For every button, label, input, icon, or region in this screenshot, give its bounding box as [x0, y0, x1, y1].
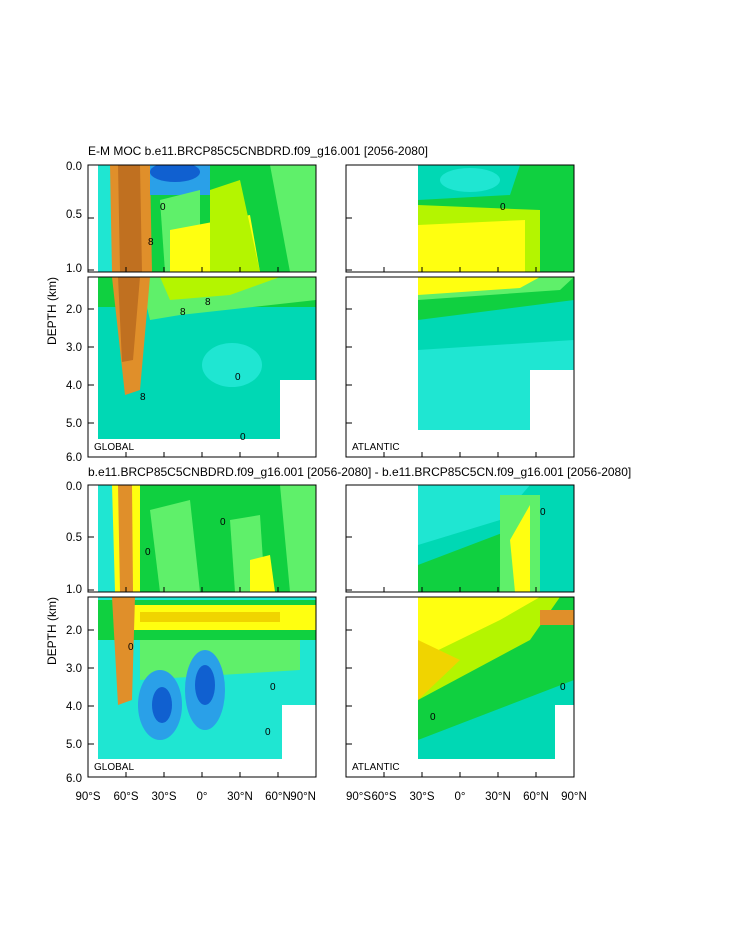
contour-label-2-0: 0: [145, 547, 151, 558]
ytick-2-1: 0.5: [66, 532, 82, 544]
xtick-label: 30°S: [409, 791, 434, 803]
ytick-2-7: 6.0: [66, 773, 82, 785]
ytick-2-2: 1.0: [66, 584, 82, 596]
ytick-1-4: 3.0: [66, 342, 82, 354]
xtick-label: 60°N: [523, 791, 549, 803]
xtick-label: 60°S: [113, 791, 138, 803]
contour-label-1-6: 0: [235, 372, 241, 383]
ytick-2-5: 4.0: [66, 701, 82, 713]
global-lower-panel-2: [98, 597, 316, 777]
ytick-2-0: 0.0: [66, 481, 82, 493]
tick-marks: [87, 164, 575, 778]
ytick-1-1: 0.5: [66, 209, 82, 221]
ytick-1-5: 4.0: [66, 380, 82, 392]
global-upper-panel-1: [98, 165, 316, 272]
panel-label-global-2: GLOBAL: [94, 762, 134, 773]
contour-label-2-6: 0: [540, 507, 546, 518]
ytick-1-0: 0.0: [66, 161, 82, 173]
panel-label-global-1: GLOBAL: [94, 442, 134, 453]
global-upper-panel-2: [98, 485, 316, 592]
global-lower-panel-1: [98, 277, 316, 457]
contour-label-2-4: 0: [265, 727, 271, 738]
xtick-label: 30°N: [485, 791, 511, 803]
xtick-labels: 90°S 60°S 30°S 0° 30°N 60°N 90°N 60°S 30°S 0° 30°N…: [75, 791, 586, 803]
contour-label-2-7: 0: [560, 682, 566, 693]
contour-label-1-7: 0: [500, 202, 506, 213]
xtick-label: 60°N: [265, 791, 291, 803]
contour-label-1-0: 0: [160, 202, 166, 213]
ytick-1-3: 2.0: [66, 304, 82, 316]
chart-title-1: E-M MOC b.e11.BRCP85C5CNBDRD.f09_g16.001…: [88, 144, 428, 158]
contour-label-2-1: 0: [220, 517, 226, 528]
ytick-1-2: 1.0: [66, 263, 82, 275]
xtick-label: 60°S: [371, 791, 396, 803]
ylabel-2: DEPTH (km): [45, 597, 59, 665]
ytick-1-7: 6.0: [66, 452, 82, 464]
contour-label-2-2: 0: [128, 642, 134, 653]
xtick-label: 0°: [455, 791, 466, 803]
atlantic-lower-panel-2: [418, 597, 574, 777]
panel-label-atlantic-1: ATLANTIC: [352, 442, 400, 453]
atlantic-upper-panel-2: [418, 485, 574, 592]
contour-label-1-5: 0: [240, 432, 246, 443]
xtick-label: 30°S: [151, 791, 176, 803]
ylabel-1: DEPTH (km): [45, 277, 59, 345]
contour-label-2-5: 0: [430, 712, 436, 723]
xtick-label: 90°N: [290, 791, 316, 803]
panel-label-atlantic-2: ATLANTIC: [352, 762, 400, 773]
xtick-label: 90°N: [561, 791, 587, 803]
xtick-label: 90°S: [75, 791, 100, 803]
ytick-1-6: 5.0: [66, 418, 82, 430]
xtick-label: 30°N: [227, 791, 253, 803]
chart-title-2: b.e11.BRCP85C5CNBDRD.f09_g16.001 [2056-2…: [88, 465, 631, 479]
contour-label-1-2: 8: [205, 297, 211, 308]
xtick-label: 0°: [197, 791, 208, 803]
xtick-label: 90°S: [346, 791, 371, 803]
atlantic-lower-panel-1: [418, 277, 574, 457]
contour-label-1-4: 8: [140, 392, 146, 403]
ytick-2-4: 3.0: [66, 663, 82, 675]
ytick-2-3: 2.0: [66, 625, 82, 637]
contour-label-2-3: 0: [270, 682, 276, 693]
contour-label-1-1: 8: [148, 237, 154, 248]
atlantic-upper-panel-1: [418, 165, 574, 272]
contour-label-1-3: 8: [180, 307, 186, 318]
ytick-2-6: 5.0: [66, 739, 82, 751]
